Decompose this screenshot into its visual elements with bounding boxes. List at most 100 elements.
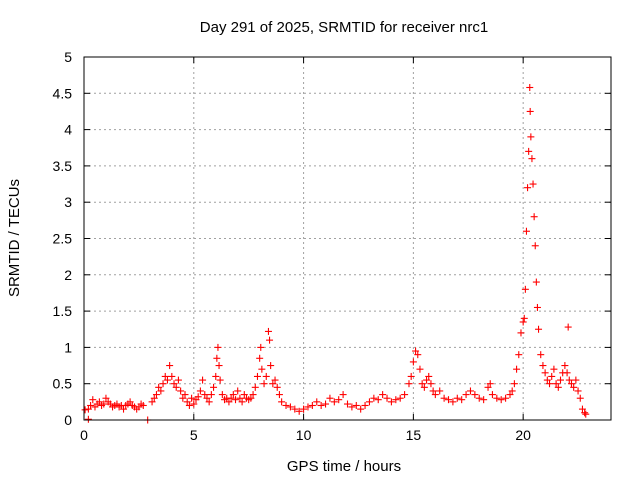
data-point bbox=[574, 387, 582, 395]
data-point bbox=[317, 401, 325, 409]
data-point bbox=[313, 398, 321, 406]
data-point bbox=[87, 401, 95, 409]
data-point bbox=[205, 398, 213, 406]
data-point bbox=[168, 372, 176, 380]
x-tick-label: 20 bbox=[515, 427, 531, 443]
x-tick-label: 15 bbox=[406, 427, 422, 443]
data-point bbox=[201, 391, 209, 399]
data-point bbox=[449, 398, 457, 406]
data-point bbox=[249, 391, 257, 399]
data-point bbox=[407, 372, 415, 380]
data-point bbox=[550, 365, 558, 373]
y-axis-title: SRMTID / TECUs bbox=[6, 179, 23, 297]
data-point bbox=[524, 184, 532, 192]
y-tick-label: 3.5 bbox=[53, 158, 73, 174]
data-point bbox=[286, 403, 294, 411]
y-tick-label: 4.5 bbox=[53, 85, 73, 101]
data-point bbox=[352, 401, 360, 409]
data-point bbox=[203, 394, 211, 402]
data-point bbox=[161, 372, 169, 380]
data-point bbox=[267, 362, 275, 370]
data-point bbox=[532, 278, 540, 286]
data-point bbox=[537, 351, 545, 359]
data-point bbox=[304, 403, 312, 411]
data-points bbox=[81, 83, 590, 424]
data-point bbox=[218, 391, 226, 399]
chart-title: Day 291 of 2025, SRMTID for receiver nrc… bbox=[200, 19, 488, 36]
y-tick-label: 1 bbox=[64, 339, 72, 355]
data-point bbox=[554, 383, 562, 391]
data-point bbox=[365, 398, 373, 406]
data-point bbox=[212, 372, 220, 380]
data-point bbox=[379, 391, 387, 399]
data-point bbox=[157, 387, 165, 395]
data-point bbox=[425, 372, 433, 380]
data-point bbox=[383, 394, 391, 402]
data-point bbox=[493, 394, 501, 402]
data-point bbox=[506, 391, 514, 399]
y-tick-label: 4 bbox=[64, 122, 72, 138]
y-tick-label: 1.5 bbox=[53, 303, 73, 319]
data-point bbox=[227, 394, 235, 402]
data-point bbox=[159, 380, 167, 388]
data-point bbox=[236, 394, 244, 402]
data-point bbox=[102, 394, 110, 402]
data-point bbox=[519, 318, 527, 326]
axis-ticks bbox=[83, 56, 611, 421]
data-point bbox=[370, 394, 378, 402]
data-point bbox=[196, 387, 204, 395]
data-point bbox=[480, 396, 488, 404]
data-point bbox=[139, 401, 147, 409]
data-point bbox=[344, 400, 351, 408]
data-point bbox=[520, 314, 528, 322]
data-point bbox=[361, 401, 369, 409]
data-point bbox=[564, 323, 572, 331]
y-tick-label: 2.5 bbox=[53, 231, 73, 247]
data-point bbox=[300, 405, 308, 413]
data-point bbox=[89, 396, 97, 404]
data-point bbox=[266, 336, 274, 344]
data-point bbox=[543, 376, 551, 384]
data-point bbox=[420, 383, 428, 391]
data-point bbox=[240, 391, 248, 399]
data-point bbox=[339, 391, 347, 399]
data-point bbox=[258, 365, 266, 373]
data-point bbox=[120, 405, 128, 413]
data-point bbox=[462, 391, 470, 399]
data-point bbox=[513, 365, 521, 373]
data-point bbox=[527, 133, 535, 141]
data-point bbox=[330, 398, 338, 406]
data-point bbox=[576, 394, 584, 402]
data-point bbox=[531, 242, 539, 250]
x-tick-label: 5 bbox=[190, 427, 198, 443]
data-point bbox=[392, 396, 400, 404]
data-point bbox=[357, 405, 365, 413]
data-point bbox=[84, 415, 92, 423]
data-point bbox=[275, 391, 283, 399]
data-point bbox=[436, 387, 444, 395]
data-point bbox=[567, 380, 575, 388]
data-point bbox=[251, 383, 259, 391]
data-point bbox=[188, 394, 196, 402]
data-point bbox=[387, 398, 395, 406]
data-point bbox=[510, 380, 518, 388]
data-point bbox=[234, 387, 242, 395]
data-point bbox=[269, 380, 277, 388]
grid-lines bbox=[84, 57, 611, 420]
data-point bbox=[565, 376, 573, 384]
data-point bbox=[526, 83, 534, 91]
data-point bbox=[210, 383, 218, 391]
data-point bbox=[582, 410, 590, 418]
data-point bbox=[515, 351, 523, 359]
data-point bbox=[166, 362, 174, 370]
data-point bbox=[405, 380, 413, 388]
data-point bbox=[260, 380, 268, 388]
data-point bbox=[427, 380, 435, 388]
y-tick-label: 2 bbox=[64, 267, 72, 283]
data-point bbox=[418, 380, 426, 388]
data-point bbox=[401, 391, 409, 399]
data-point bbox=[273, 383, 281, 391]
data-point bbox=[215, 362, 223, 370]
data-point bbox=[207, 391, 215, 399]
data-point bbox=[529, 180, 537, 188]
